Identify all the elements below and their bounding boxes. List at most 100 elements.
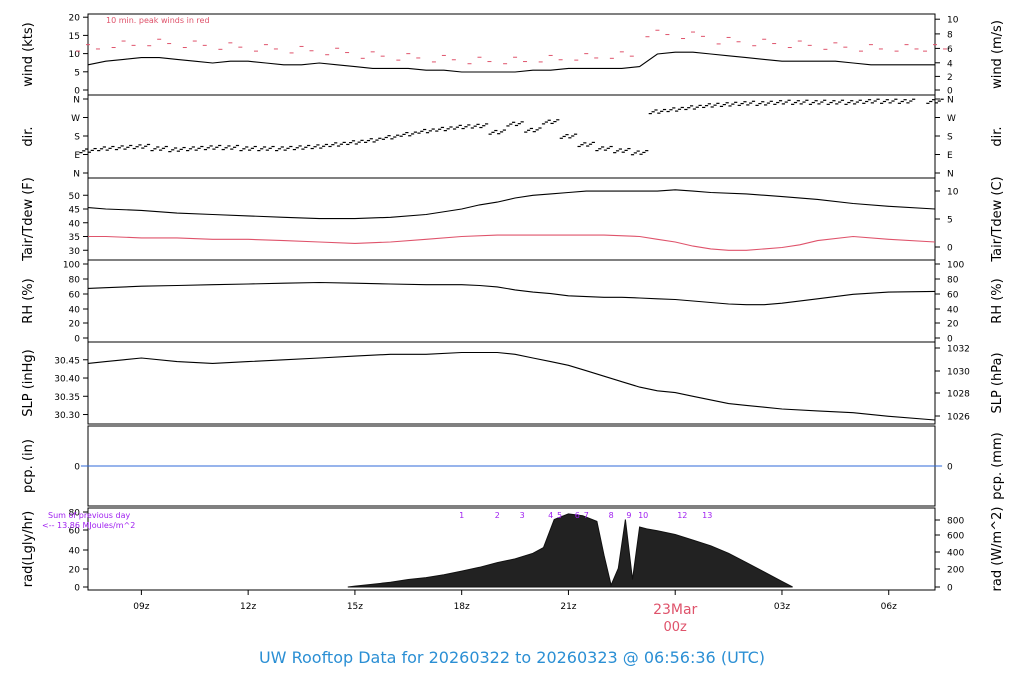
time-tick-label: 21z [560, 602, 576, 612]
rad-hour-label: 2 [495, 511, 500, 520]
temp-right-tick-label: 10 [947, 188, 959, 198]
wind-left-tick-label: 10 [69, 50, 81, 60]
rh-right-tick-label: 60 [947, 291, 959, 301]
dir-right-tick-label: E [947, 151, 953, 161]
rad-annotation-line-2: <-- 13.86 MJoules/m^2 [42, 521, 135, 530]
rh-panel: 0 20 40 60 80 100 0 20 40 60 80 100 RH (%) RH (%) [21, 259, 1005, 345]
time-tick-label: 03z [774, 602, 790, 612]
rad-hour-label: 4 [548, 511, 553, 520]
wind-frame [87, 13, 936, 96]
wind-ylabel-left: wind (kts) [21, 22, 36, 86]
time-tick-label: 12z [240, 602, 256, 612]
dir-ylabel-right: dir. [990, 126, 1005, 146]
temp-left-tick-label: 30 [69, 247, 81, 257]
rad-right-tick-label: 800 [947, 517, 964, 527]
slp-right-tick-label: 1032 [947, 345, 970, 355]
rad-annotation-line-1: Sum of previous day [48, 511, 130, 520]
dir-left-tick-label: E [74, 151, 80, 161]
rad-hour-label: 7 [584, 511, 589, 520]
rad-hour-label: 13 [702, 511, 712, 520]
rad-ylabel-right: rad (W/m^2) [990, 507, 1005, 592]
slp-left-tick-label: 30.45 [54, 356, 80, 366]
temp-ylabel-right: Tair/Tdew (C) [990, 176, 1005, 262]
time-tick-label: 18z [454, 602, 470, 612]
rad-left-tick-label: 0 [74, 584, 80, 594]
rad-left-tick-label: 20 [69, 566, 81, 576]
dir-left-tick-label: N [73, 96, 80, 106]
wind-right-tick-label: 4 [947, 59, 953, 69]
slp-ylabel-left: SLP (inHg) [21, 349, 36, 417]
rad-left-tick-label: 40 [69, 547, 81, 557]
time-tick-label: 09z [133, 602, 149, 612]
dir-ylabel-left: dir. [21, 126, 36, 146]
temp-frame [87, 177, 936, 261]
slp-left-tick-label: 30.30 [54, 411, 80, 421]
rh-right-tick-label: 20 [947, 320, 959, 330]
slp-right-tick-label: 1028 [947, 390, 970, 400]
rh-ylabel-left: RH (%) [21, 278, 36, 323]
wind-right-tick-label: 2 [947, 73, 953, 83]
rh-right-tick-label: 100 [947, 261, 964, 271]
rad-right-tick-label: 0 [947, 584, 953, 594]
footer-title: UW Rooftop Data for 20260322 to 20260323… [258, 648, 766, 667]
rh-right-tick-label: 0 [947, 335, 953, 345]
dir-right-tick-label: W [947, 114, 956, 124]
pcp-ylabel-left: pcp. (in) [21, 439, 36, 493]
dir-right-tick-label: N [947, 96, 954, 106]
rh-frame [87, 259, 936, 343]
wind-annotation: 10 min. peak winds in red [106, 16, 210, 25]
slp-ylabel-right: SLP (hPa) [990, 352, 1005, 413]
temp-left-tick-label: 50 [69, 192, 81, 202]
rh-left-tick-label: 40 [69, 306, 81, 316]
dir-left-tick-label: N [73, 170, 80, 180]
temp-ylabel-left: Tair/Tdew (F) [21, 177, 36, 262]
rad-hour-label: 10 [638, 511, 648, 520]
rad-hour-label: 5 [557, 511, 562, 520]
dir-left-tick-label: S [74, 133, 80, 143]
pcp-right-tick-label: 0 [947, 463, 953, 473]
wind-left-tick-label: 0 [74, 87, 80, 97]
wind-right-tick-label: 6 [947, 45, 953, 55]
rh-left-tick-label: 100 [63, 261, 80, 271]
dir-right-tick-label: S [947, 133, 953, 143]
dir-right-tick-label: N [947, 170, 954, 180]
wind-ylabel-right: wind (m/s) [990, 20, 1005, 89]
date-sublabel: 00z [664, 620, 688, 635]
slp-left-tick-label: 30.35 [54, 393, 80, 403]
wind-left-tick-label: 5 [74, 68, 80, 78]
time-tick-label: 15z [347, 602, 363, 612]
rad-area [347, 513, 793, 588]
wind-left-tick-label: 20 [69, 14, 81, 24]
date-label: 23Mar [653, 602, 697, 618]
rad-left-tick-label: 80 [69, 509, 81, 519]
rad-left-tick-label: 60 [69, 527, 81, 537]
rad-right-tick-label: 200 [947, 566, 964, 576]
time-tick-label: 06z [881, 602, 897, 612]
time-axis: 09z 12z 15z 18z 21z 03z 06z 23Mar 00z [133, 590, 897, 635]
wind-panel: 0 5 10 15 20 0 2 4 6 8 10 wind (kts) wind (m/s) 10 mi… [21, 13, 1005, 97]
rad-hour-label: 1 [459, 511, 464, 520]
temp-right-tick-label: 0 [947, 244, 953, 254]
rad-right-tick-label: 400 [947, 549, 964, 559]
rad-hour-label: 6 [575, 511, 580, 520]
wind-left-tick-label: 15 [69, 32, 80, 42]
rh-right-tick-label: 80 [947, 276, 959, 286]
rad-hour-label: 9 [626, 511, 631, 520]
rad-hour-label: 12 [677, 511, 687, 520]
temp-panel: 30 35 40 45 50 0 5 10 Tair/Tdew (F) Tair/Tdew (C) [21, 176, 1005, 262]
slp-panel: 30.30 30.35 30.40 30.45 1026 1028 1030 1032 SLP … [21, 341, 1005, 425]
pcp-left-tick-label: 0 [74, 463, 80, 473]
pcp-ylabel-right: pcp. (mm) [990, 432, 1005, 499]
temp-series-2 [88, 234, 936, 251]
rad-right-tick-label: 600 [947, 532, 964, 542]
wind-right-tick-label: 10 [947, 16, 959, 26]
temp-right-tick-label: 5 [947, 216, 953, 226]
rh-left-tick-label: 60 [69, 291, 81, 301]
slp-right-tick-label: 1026 [947, 413, 970, 423]
wind-series-1 [87, 51, 935, 73]
dir-left-tick-label: W [71, 114, 80, 124]
temp-left-tick-label: 45 [69, 206, 80, 216]
rh-left-tick-label: 0 [74, 335, 80, 345]
